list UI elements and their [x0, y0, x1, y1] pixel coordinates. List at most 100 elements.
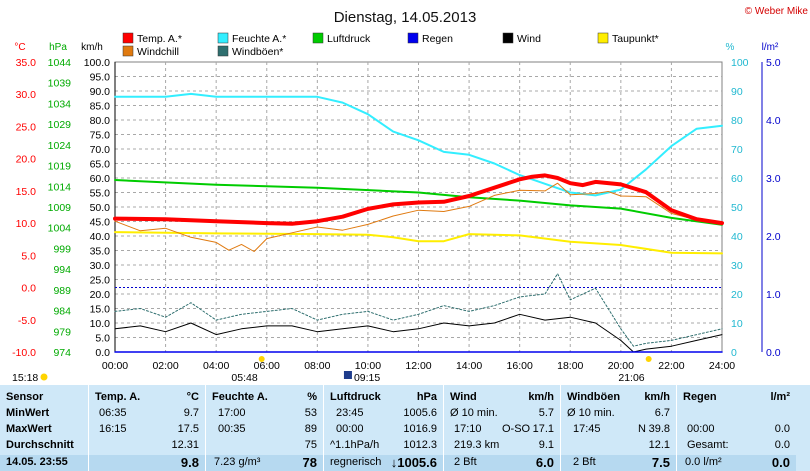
- pressure-axis-label: hPa: [49, 42, 67, 53]
- sunset-icon: [645, 356, 652, 362]
- pressure-unit: hPa: [416, 391, 437, 403]
- moonset-time: 09:15: [354, 372, 380, 384]
- temp-min-time: 06:35: [99, 407, 127, 419]
- humidity-column: Feuchte A.% 17:00 53 00:35 89 75 7.23 g/m³…: [205, 385, 323, 471]
- wind-tick-label: 85.0: [90, 101, 111, 113]
- gusts-current: 7.5: [651, 455, 670, 470]
- time-tick-label: 12:00: [405, 360, 431, 372]
- legend-label: Regen: [422, 33, 453, 45]
- series-taupunkt-line: [114, 231, 723, 255]
- humidity-tick-label: 50: [731, 202, 743, 214]
- series-windchill-line: [114, 182, 723, 252]
- time-tick-label: 02:00: [152, 360, 178, 372]
- wind-axis-label: km/h: [81, 42, 103, 53]
- gusts-max: 39.8: [648, 423, 670, 435]
- humidity-absolute: 7.23 g/m³: [214, 456, 261, 468]
- time-tick-label: 06:00: [254, 360, 280, 372]
- humidity-tick-label: 90: [731, 86, 743, 98]
- temp-max: 17.5: [177, 423, 199, 435]
- pressure-tick-label: 979: [53, 326, 71, 338]
- humidity-tick-label: 20: [731, 289, 743, 301]
- rain-axis-label: l/m²: [762, 42, 779, 53]
- gusts-unit: km/h: [644, 391, 670, 403]
- humidity-tick-label: 10: [731, 318, 743, 330]
- wind-tick-label: 10.0: [90, 318, 111, 330]
- temp-tick-label: 10.0: [16, 218, 37, 230]
- current-timestamp: 14.05. 23:55: [6, 456, 68, 468]
- gusts-header: Windböen: [567, 391, 621, 403]
- pressure-tick-label: 1024: [48, 140, 72, 152]
- wind-tick-label: 65.0: [90, 159, 111, 171]
- wind-max-time: 17:10: [454, 423, 482, 435]
- rain-tick-label: 1.0: [766, 289, 781, 301]
- series-windb-en-line: [114, 273, 723, 347]
- temp-tick-label: -10.0: [12, 347, 36, 359]
- temp-current: 9.8: [180, 455, 199, 470]
- humidity-current: 78: [302, 455, 317, 470]
- gusts-beaufort: 2 Bft: [573, 456, 596, 468]
- humidity-tick-label: 60: [731, 173, 743, 185]
- wind-max-direction: O-SO: [502, 423, 531, 435]
- temp-unit: °C: [186, 391, 199, 403]
- chart-plot-area: [113, 92, 724, 353]
- pressure-tick-label: 1014: [48, 181, 72, 193]
- pressure-tick-label: 989: [53, 285, 71, 297]
- humidity-axis-label: %: [726, 42, 735, 53]
- rain-current: 0.0: [771, 455, 790, 470]
- temp-min: 9.7: [183, 407, 199, 419]
- rain-unit: l/m²: [770, 391, 790, 403]
- legend-swatch: [122, 32, 134, 44]
- temp-axis-label: °C: [14, 42, 25, 53]
- pressure-tick-label: 1034: [48, 98, 72, 110]
- time-tick-label: 16:00: [507, 360, 533, 372]
- temp-avg: 12.31: [171, 439, 199, 451]
- humidity-tick-label: 80: [731, 115, 743, 127]
- gusts-max-direction: N: [638, 423, 646, 435]
- temp-tick-label: -5.0: [18, 315, 36, 327]
- temp-tick-label: 5.0: [21, 250, 36, 262]
- gusts-min: 6.7: [654, 407, 670, 419]
- pressure-tick-label: 994: [53, 264, 71, 276]
- temp-header: Temp. A.: [95, 391, 141, 403]
- moon-icon: [40, 373, 48, 381]
- chart-axes: 35.0 30.0 25.0 20.0 15.0 10.0 5.0 0.0 -5.0 -10.0 1…: [12, 57, 781, 372]
- time-tick-label: 04:00: [203, 360, 229, 372]
- temp-tick-label: 30.0: [16, 89, 37, 101]
- wind-avg: 9.1: [538, 439, 554, 451]
- wind-tick-label: 95.0: [90, 72, 111, 84]
- legend-label: Windböen*: [232, 46, 283, 58]
- summary-table: Sensor MinWert MaxWert Durchschnitt 14.0…: [0, 385, 810, 471]
- legend-label: Luftdruck: [327, 33, 371, 45]
- temp-tick-label: 25.0: [16, 121, 37, 133]
- wind-min-label: Ø 10 min.: [450, 407, 498, 419]
- time-tick-label: 22:00: [658, 360, 684, 372]
- humidity-max-time: 00:35: [218, 423, 246, 435]
- legend-label: Windchill: [137, 46, 179, 58]
- pressure-min: 1005.6: [403, 407, 437, 419]
- humidity-tick-label: 40: [731, 231, 743, 243]
- rain-min-time: 00:00: [687, 423, 715, 435]
- wind-min: 5.7: [538, 407, 554, 419]
- humidity-min: 53: [304, 407, 317, 419]
- series-temp-a-line: [113, 173, 724, 226]
- legend-label: Feuchte A.*: [232, 33, 286, 45]
- legend-label: Temp. A.*: [137, 33, 182, 45]
- time-tick-label: 10:00: [355, 360, 381, 372]
- pressure-forecast: regnerisch: [330, 456, 382, 468]
- wind-tick-label: 70.0: [90, 144, 111, 156]
- moonset-icon: [343, 371, 352, 379]
- wind-tick-label: 55.0: [90, 188, 111, 200]
- wind-tick-label: 40.0: [90, 231, 111, 243]
- pressure-min-time: 23:45: [336, 407, 364, 419]
- pressure-tick-label: 1039: [48, 78, 72, 90]
- wind-max: 17.1: [532, 423, 554, 435]
- wind-tick-label: 75.0: [90, 130, 111, 142]
- wind-tick-label: 35.0: [90, 246, 111, 258]
- maxwert-label: MaxWert: [6, 423, 52, 435]
- gusts-max-time: 17:45: [573, 423, 601, 435]
- sensor-header: Sensor: [6, 391, 44, 403]
- humidity-tick-label: 30: [731, 260, 743, 272]
- sun-moon-markers: 05:48 21:06 09:15 15:18: [12, 356, 652, 384]
- wind-beaufort: 2 Bft: [454, 456, 477, 468]
- minwert-label: MinWert: [6, 407, 50, 419]
